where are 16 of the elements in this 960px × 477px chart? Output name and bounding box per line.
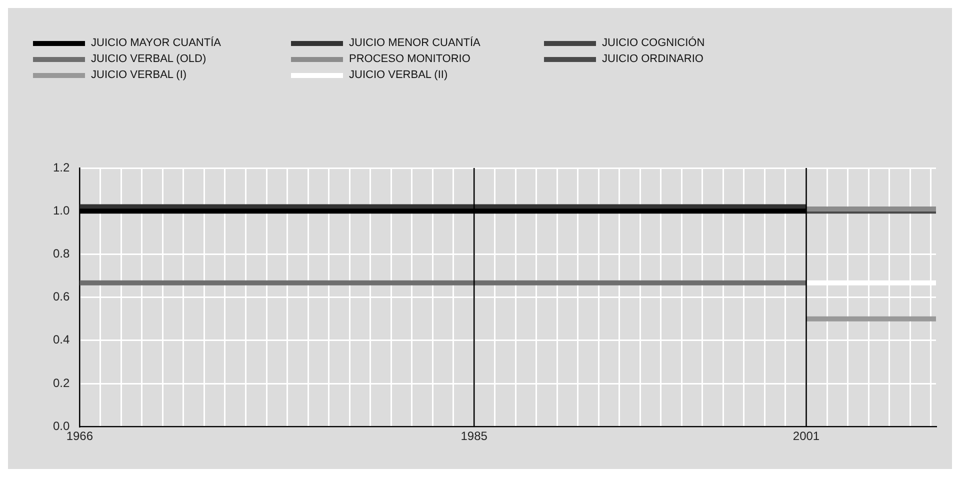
y-tick-label: 0.8 (52, 246, 70, 261)
legend-label: JUICIO VERBAL (I) (91, 69, 187, 81)
legend-label: JUICIO ORDINARIO (602, 53, 704, 65)
legend-label: JUICIO VERBAL (OLD) (91, 53, 206, 65)
legend-label: JUICIO MAYOR CUANTÍA (91, 37, 221, 49)
y-tick-label: 1.0 (52, 203, 70, 218)
legend-label: JUICIO MENOR CUANTÍA (349, 37, 480, 49)
y-tick-label: 0.6 (52, 290, 70, 304)
legend-label: JUICIO VERBAL (II) (349, 69, 448, 81)
x-tick-label: 2001 (792, 429, 820, 444)
y-tick-label: 0.4 (52, 332, 70, 347)
y-tick-label: 0.2 (52, 376, 70, 390)
legend-label: PROCESO MONITORIO (349, 53, 470, 65)
y-tick-label: 1.2 (52, 160, 70, 174)
legend-label: JUICIO COGNICIÓN (602, 37, 705, 49)
x-tick-label: 1985 (460, 429, 488, 444)
